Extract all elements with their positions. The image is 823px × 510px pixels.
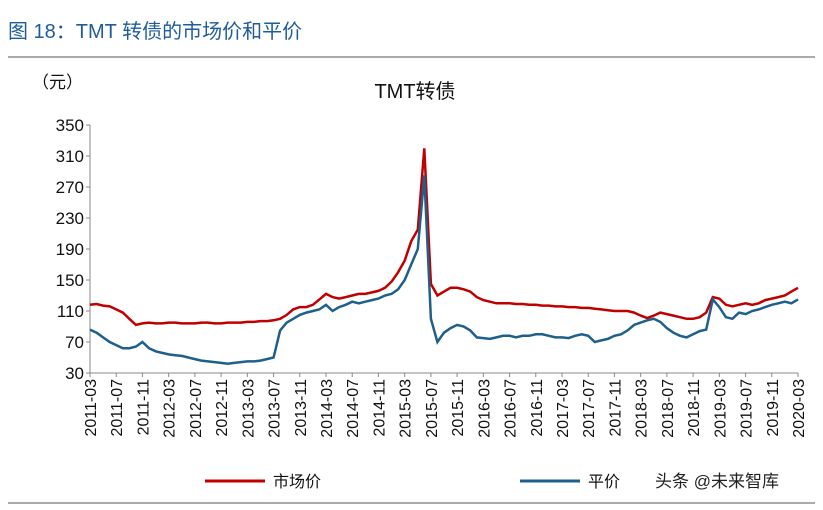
- x-tick-label: 2013-07: [267, 379, 284, 438]
- x-tick-label: 2013-03: [240, 379, 257, 438]
- series-line: [89, 148, 799, 327]
- x-tick-label: 2020-03: [791, 379, 808, 438]
- watermark: 头条 @未来智库: [655, 472, 779, 491]
- x-tick-label: 2015-03: [398, 379, 415, 438]
- y-tick-label: 350: [56, 116, 84, 135]
- y-tick-label: 110: [57, 302, 84, 321]
- x-tick-label: 2011-11: [135, 379, 152, 435]
- x-tick-label: 2017-07: [581, 379, 598, 438]
- header-title: 图 18：TMT 转债的市场价和平价: [8, 20, 302, 43]
- x-tick-label: 2015-11: [450, 379, 467, 437]
- y-tick-label: 270: [56, 178, 84, 197]
- x-tick-label: 2016-07: [503, 379, 520, 438]
- x-tick-label: 2015-07: [424, 379, 441, 438]
- y-tick-label: 70: [65, 333, 84, 352]
- x-tick-label: 2017-03: [555, 379, 572, 438]
- x-tick-label: 2019-07: [739, 379, 756, 438]
- x-tick-label: 2016-11: [529, 379, 546, 437]
- y-tick-label: 310: [56, 147, 84, 166]
- x-tick-label: 2014-03: [319, 379, 336, 438]
- x-tick-label: 2017-11: [607, 379, 624, 437]
- legend-label: 平价: [588, 474, 620, 491]
- x-tick-label: 2012-03: [162, 379, 179, 438]
- y-tick-label: 230: [56, 209, 84, 228]
- x-tick-label: 2014-07: [345, 379, 362, 438]
- series-line: [89, 175, 799, 365]
- x-tick-label: 2013-11: [293, 379, 310, 437]
- x-tick-label: 2019-11: [765, 379, 782, 437]
- chart-title: TMT转债: [374, 80, 455, 103]
- x-tick-label: 2018-07: [660, 379, 677, 438]
- x-tick-label: 2016-03: [476, 379, 493, 438]
- y-tick-label: 30: [65, 364, 84, 383]
- x-tick-label: 2012-07: [188, 379, 205, 438]
- y-tick-label: 190: [56, 240, 84, 259]
- x-tick-label: 2018-11: [686, 379, 703, 437]
- legend-label: 市场价: [273, 473, 321, 491]
- x-tick-label: 2018-03: [634, 379, 651, 438]
- x-tick-label: 2011-03: [83, 379, 100, 437]
- x-tick-label: 2014-11: [371, 379, 388, 437]
- x-tick-label: 2019-03: [712, 379, 729, 438]
- y-tick-label: 150: [56, 271, 84, 290]
- x-tick-label: 2012-11: [214, 379, 231, 437]
- y-axis-label: （元）: [32, 73, 83, 92]
- x-tick-label: 2011-07: [109, 379, 126, 437]
